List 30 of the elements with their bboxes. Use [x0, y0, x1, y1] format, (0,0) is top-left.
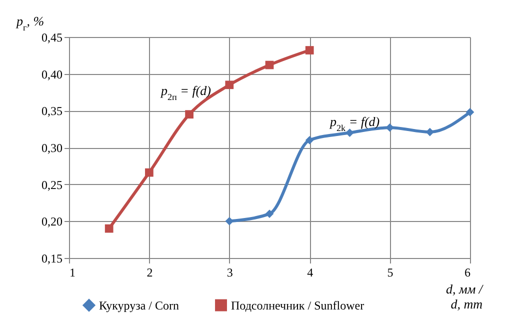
point [225, 80, 234, 90]
y-tick-label: 0,30 [42, 141, 62, 155]
y-tick-label: 0,45 [42, 30, 62, 44]
point [346, 128, 354, 137]
legend-label: Кукуруза / Corn [99, 298, 180, 312]
point [386, 123, 394, 132]
y-tick-label: 0,15 [42, 252, 62, 266]
legend-label: Подсолнечник / Sunflower [231, 298, 364, 312]
annotation: p$_{2п}$ = f(d) [160, 83, 211, 102]
x-tick-label: 5 [387, 266, 394, 280]
x-tick-label: 2 [146, 266, 153, 280]
x-tick-label: 4 [307, 266, 314, 280]
point [305, 136, 314, 144]
x-tick-label: 3 [226, 266, 233, 280]
y-tick-label: 0,35 [42, 104, 62, 118]
y-tick-label: 0,40 [42, 67, 62, 82]
annotation: p$_{2k}$ = f(d) [329, 114, 380, 133]
point [185, 110, 194, 119]
point [265, 60, 274, 70]
x-tick-label: 6 [464, 266, 470, 280]
y-axis-title: p$_{г}$, % [16, 14, 44, 32]
point [466, 108, 474, 116]
point [305, 46, 314, 54]
y-tick-label: 0,20 [42, 214, 62, 229]
point [265, 210, 274, 218]
point [145, 168, 154, 177]
x-axis-title: d, мм / d, mm [446, 282, 484, 312]
x-tick-label: 1 [70, 266, 76, 280]
point [104, 224, 114, 233]
y-tick-label: 0,25 [42, 178, 62, 192]
